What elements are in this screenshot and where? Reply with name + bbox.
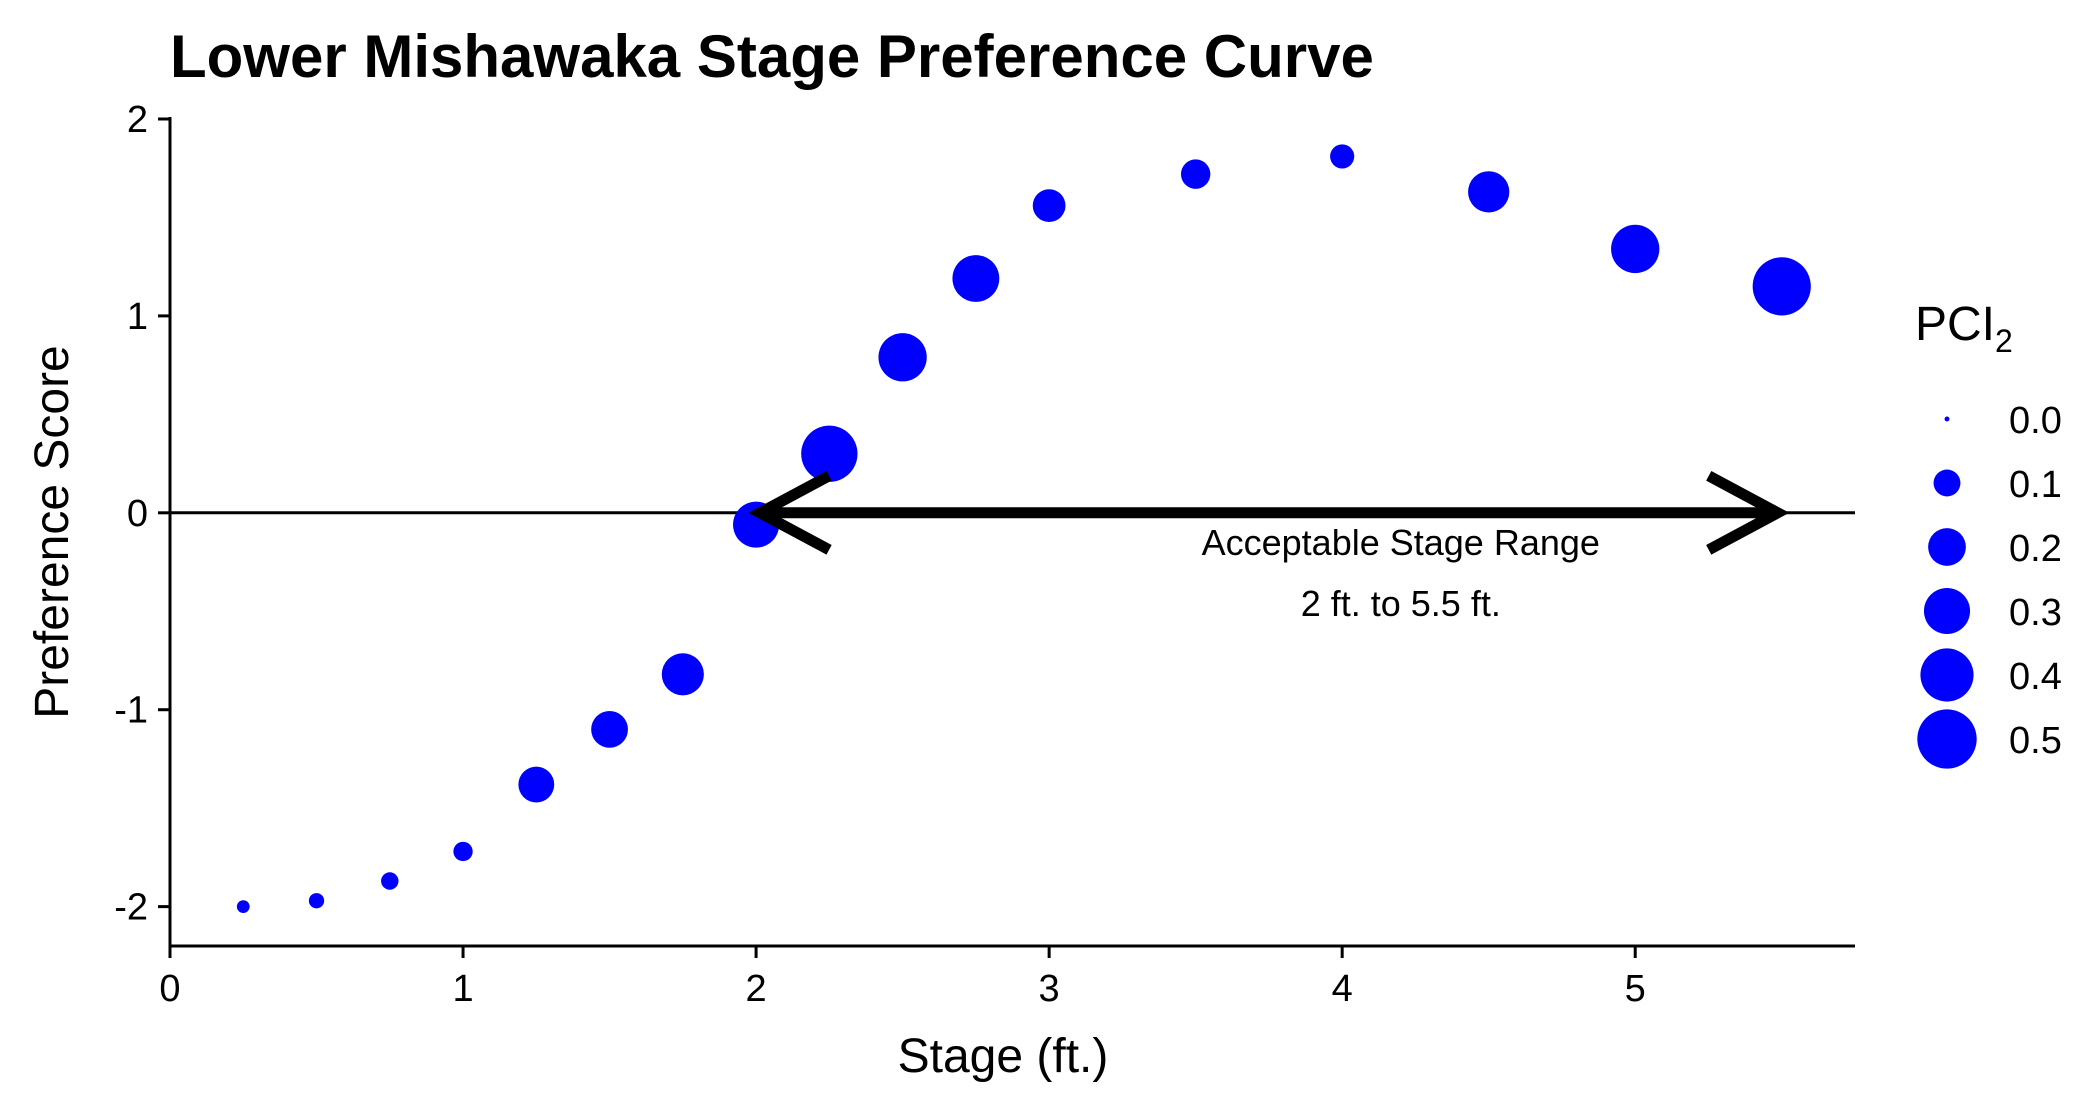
legend-key-4 [1920,648,1974,702]
legend-label-5: 0.5 [2009,720,2062,762]
legend-label-4: 0.4 [2009,656,2062,698]
x-axis-title: Stage (ft.) [898,1030,1109,1083]
y-tick-label--2: -2 [114,887,148,929]
legend-label-3: 0.3 [2009,592,2062,634]
y-tick-label-2: 2 [127,99,148,141]
data-point-6 [591,711,628,748]
chart-title: Lower Mishawaka Stage Preference Curve [170,23,1374,90]
legend-label-1: 0.1 [2009,464,2062,506]
acceptable-range-arrow [748,470,1790,555]
legend-entries: 0.0 0.1 0.2 0.3 0.4 0.5 [1917,400,2062,769]
data-point-5 [518,766,555,803]
annotation-range-values: 2 ft. to 5.5 ft. [1301,583,1501,624]
legend-key-1 [1933,469,1961,497]
data-point-12 [1032,189,1066,223]
data-point-1 [236,900,250,914]
legend-title-subscript: 2 [1995,323,2013,359]
legend-title-text: PCI [1915,298,1995,351]
y-tick-label-0: 0 [127,493,148,535]
data-point-9 [801,425,858,482]
axes: 0 1 2 3 4 5 -2 -1 0 1 2 [114,99,1855,1010]
x-tick-label-5: 5 [1625,968,1646,1010]
legend-label-2: 0.2 [2009,528,2062,570]
y-axis-title: Preference Score [26,345,79,719]
legend: PCI2 0.0 0.1 0.2 0.3 0.4 0.5 [1915,298,2062,769]
legend-key-5 [1917,709,1977,769]
legend-title: PCI2 [1915,298,2013,359]
data-point-4 [453,841,473,862]
legend-label-0: 0.0 [2009,400,2062,442]
x-tick-label-2: 2 [746,968,767,1010]
legend-key-2 [1928,528,1966,566]
y-tick-label--1: -1 [114,690,148,732]
legend-key-3 [1923,587,1971,635]
plot-area: 0 1 2 3 4 5 -2 -1 0 1 2 [114,99,1855,1010]
data-point-3 [381,872,399,890]
x-tick-label-0: 0 [159,968,180,1010]
data-point-14 [1330,144,1355,169]
range-arrow-right-head [1706,470,1790,555]
data-point-7 [661,653,704,696]
legend-key-0 [1944,416,1950,422]
y-tick-label-1: 1 [127,296,148,338]
x-tick-label-3: 3 [1039,968,1060,1010]
range-arrow-left-head [748,470,832,555]
data-point-15 [1468,171,1510,213]
data-point-16 [1611,224,1660,274]
x-tick-label-4: 4 [1332,968,1353,1010]
annotation-range-label: Acceptable Stage Range [1202,522,1600,563]
data-point-2 [308,893,325,909]
data-point-17 [1752,257,1811,316]
x-tick-label-1: 1 [452,968,473,1010]
data-point-13 [1180,159,1211,189]
data-point-10 [878,333,927,382]
data-point-11 [952,255,1000,302]
